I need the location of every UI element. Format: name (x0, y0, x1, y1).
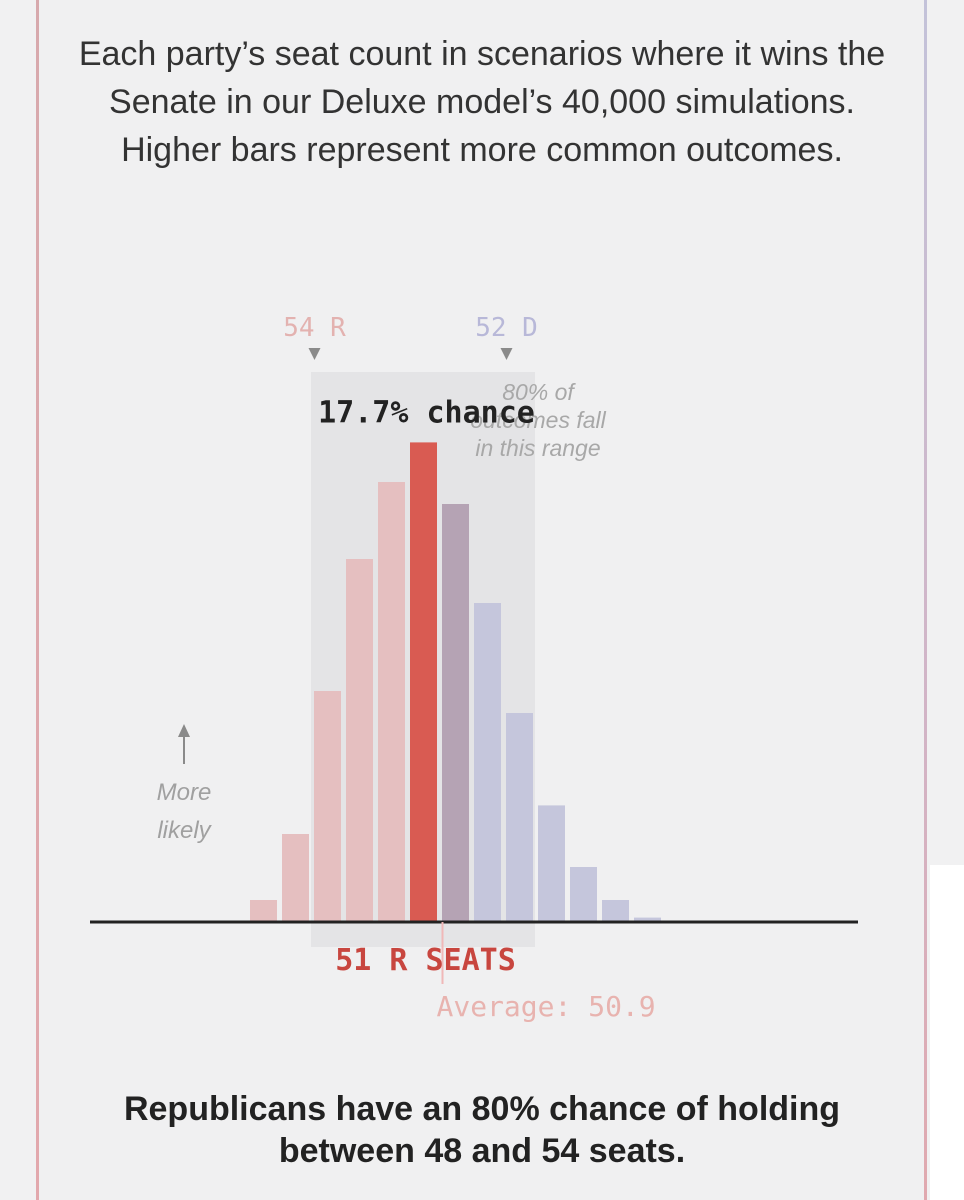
average-label: Average: 50.9 (437, 990, 656, 1023)
bar-d-53 (538, 805, 565, 922)
bar-r-56 (250, 900, 277, 922)
highlight-chance-label: 17.7% chance (318, 395, 535, 430)
bar-d-52 (506, 713, 533, 922)
bar-d-51 (474, 603, 501, 922)
range-right-arrow-icon (500, 348, 513, 360)
bars-group (250, 442, 661, 922)
bar-r-55 (282, 834, 309, 922)
range-note-line: in this range (475, 435, 600, 461)
bar-r-51 (410, 442, 437, 922)
card-right-border (924, 0, 927, 1200)
bar-d-54 (570, 867, 597, 922)
bar-d-55 (602, 900, 629, 922)
up-arrow-icon (178, 724, 190, 737)
bar-50 (442, 504, 469, 922)
chart-conclusion: Republicans have an 80% chance of holdin… (123, 1090, 841, 1170)
highlight-seat-label: 51 R SEATS (335, 943, 516, 978)
bar-r-54 (314, 691, 341, 922)
range-right-label: 52 D (475, 313, 538, 343)
more-likely-hint: More likely (157, 724, 213, 844)
card-left-border (36, 0, 39, 1200)
bar-r-52 (378, 482, 405, 922)
range-note-line: 80% of (502, 379, 576, 405)
y-hint-line: More (157, 779, 212, 806)
bar-r-53 (346, 559, 373, 922)
range-note-line: outcomes fall (470, 407, 606, 433)
range-left-arrow-icon (308, 348, 321, 360)
page-background-lower (930, 865, 964, 1200)
chart-description: Each party’s seat count in scenarios whe… (78, 35, 886, 169)
bar-d-56 (634, 917, 661, 922)
range-left-label: 54 R (283, 313, 346, 343)
y-hint-line: likely (157, 817, 212, 844)
